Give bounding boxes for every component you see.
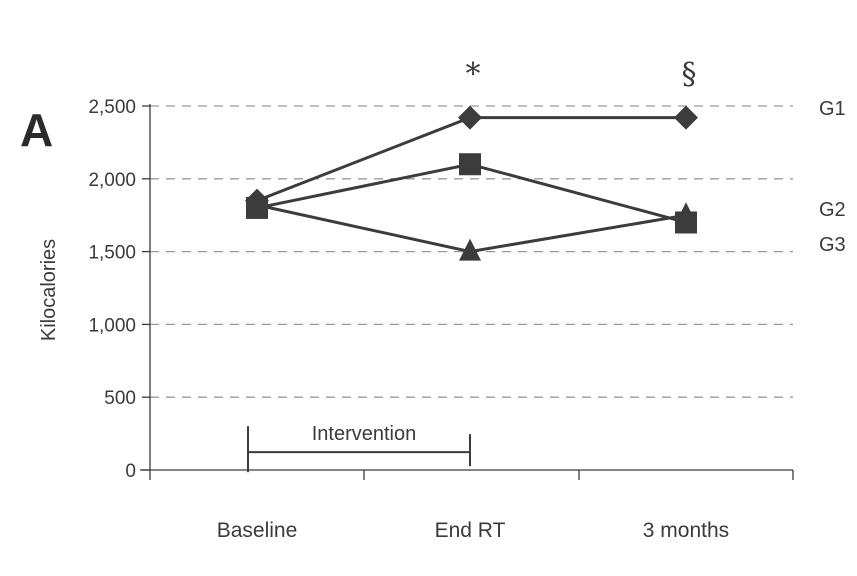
significance-marker: * <box>466 57 481 92</box>
series-label-g1: G1 <box>819 98 846 120</box>
series <box>245 105 698 261</box>
annotations: * § <box>466 57 697 92</box>
data-point-g1 <box>458 105 482 130</box>
series-label-g3: G3 <box>819 234 846 256</box>
data-point-g2 <box>675 211 697 234</box>
y-tick-label: 2,500 <box>88 97 136 118</box>
data-point-g2 <box>459 153 481 176</box>
bracket-label: Intervention <box>312 423 417 445</box>
y-axis-label: Kilocalories <box>38 239 60 341</box>
y-tick-label: 1,000 <box>88 315 136 336</box>
intervention-bracket: Intervention <box>247 423 471 473</box>
data-point-g1 <box>674 105 698 130</box>
significance-marker: § <box>682 57 697 92</box>
series-labels: G1 G2 G3 <box>819 98 846 256</box>
x-tick-label: 3 months <box>643 519 729 542</box>
y-tick-label: 2,000 <box>88 170 136 191</box>
panel-label: A <box>20 104 53 156</box>
y-tick-label: 0 <box>125 461 136 482</box>
x-tick-label: End RT <box>435 519 506 542</box>
y-ticks: 0 500 1,000 1,500 2,000 2,500 <box>88 97 150 482</box>
y-tick-label: 1,500 <box>88 243 136 264</box>
series-label-g2: G2 <box>819 199 846 221</box>
data-point-g3 <box>459 238 481 261</box>
x-ticks: Baseline End RT 3 months <box>149 470 794 542</box>
x-tick-label: Baseline <box>217 519 298 542</box>
data-point-g2 <box>246 196 268 219</box>
y-tick-label: 500 <box>104 388 136 409</box>
